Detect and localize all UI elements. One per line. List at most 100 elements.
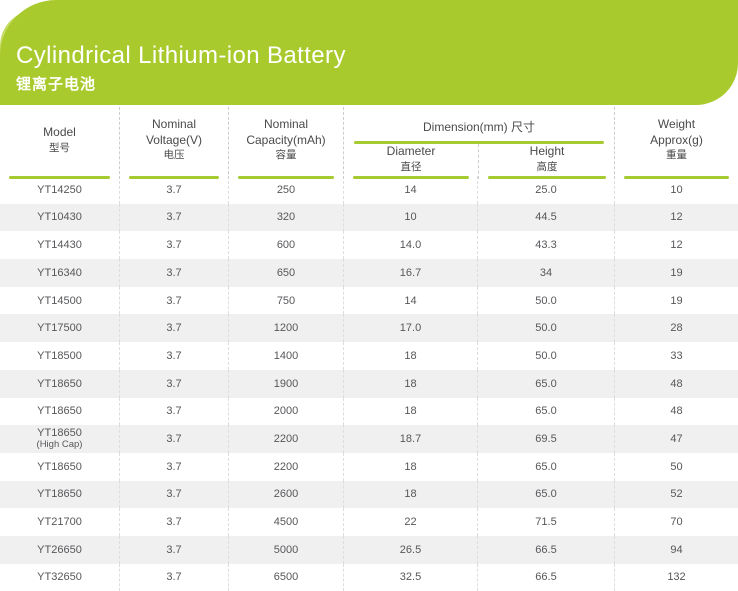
header-capacity: Nominal Capacity(mAh) 容量 [228,107,343,179]
header-weight-en2: Approx(g) [650,132,703,147]
cell-model: YT26650 [37,543,82,556]
cell-voltage: 3.7 [119,259,228,287]
table-row: YT18650 (High Cap) 3.7 2200 18.7 69.5 47 [0,425,738,453]
cell-voltage: 3.7 [119,425,228,453]
cell-diameter: 18.7 [343,425,477,453]
cell-weight: 19 [614,259,738,287]
cell-diameter: 14 [343,286,477,315]
cell-weight: 52 [614,480,738,509]
header-voltage-zh: 电压 [163,149,185,162]
banner-titles: Cylindrical Lithium-ion Battery 锂离子电池 [16,41,346,94]
page-subtitle: 锂离子电池 [16,76,97,93]
cell-capacity: 2000 [228,397,343,426]
header-weight: Weight Approx(g) 重量 [614,107,738,179]
banner: Cylindrical Lithium-ion Battery 锂离子电池 [0,0,738,105]
cell-voltage: 3.7 [119,397,228,426]
cell-capacity: 6500 [228,563,343,591]
cell-model: YT18650 [37,460,82,473]
model-note: (High Cap) [36,439,83,451]
table-row: YT21700 3.7 4500 22 71.5 70 [0,508,738,536]
cell-diameter: 14 [343,176,477,204]
cell-height: 66.5 [477,535,614,564]
cell-diameter: 18 [343,397,477,426]
cell-weight: 47 [614,425,738,453]
cell-capacity: 750 [228,286,343,315]
cell-voltage: 3.7 [119,535,228,564]
cell-height: 71.5 [477,508,614,536]
header-height-en: Height [529,144,565,158]
cell-model: YT18650 [37,405,82,418]
cell-model: YT17500 [37,322,82,335]
header-diameter: Diameter 直径 [344,144,478,179]
cell-capacity: 2600 [228,480,343,509]
header-dimension-title: Dimension(mm) 尺寸 [422,119,535,134]
cell-voltage: 3.7 [119,508,228,536]
dimension-subheaders: Diameter 直径 Height 高度 [344,144,614,179]
cell-capacity: 320 [228,203,343,232]
cell-height: 34 [477,259,614,287]
header-underline [129,175,219,179]
table-row: YT26650 3.7 5000 26.5 66.5 94 [0,535,738,564]
cell-weight: 12 [614,203,738,232]
cell-weight: 10 [614,176,738,204]
cell-height: 65.0 [477,480,614,509]
cell-voltage: 3.7 [119,452,228,481]
header-diameter-en: Diameter [386,144,436,158]
header-diameter-zh: 直径 [400,160,422,173]
cell-height: 44.5 [477,203,614,232]
cell-voltage: 3.7 [119,286,228,315]
cell-diameter: 18 [343,369,477,398]
cell-diameter: 10 [343,203,477,232]
cell-weight: 12 [614,231,738,260]
table-row: YT32650 3.7 6500 32.5 66.5 132 [0,563,738,591]
cell-capacity: 4500 [228,508,343,536]
cell-capacity: 2200 [228,425,343,453]
cell-capacity: 250 [228,176,343,204]
table-row: YT16340 3.7 650 16.7 34 19 [0,259,738,287]
header-model-en: Model [43,125,76,139]
cell-diameter: 14.0 [343,231,477,260]
table-header: Model 型号 Nominal Voltage(V) 电压 Nominal C… [0,107,738,179]
cell-model: YT18650 [37,377,82,390]
cell-weight: 19 [614,286,738,315]
cell-diameter: 18 [343,342,477,370]
cell-weight: 70 [614,508,738,536]
cell-voltage: 3.7 [119,342,228,370]
cell-capacity: 650 [228,259,343,287]
cell-weight: 132 [614,563,738,591]
table-row: YT14500 3.7 750 14 50.0 19 [0,286,738,315]
cell-capacity: 600 [228,231,343,260]
cell-capacity: 1900 [228,369,343,398]
cell-height: 65.0 [477,452,614,481]
cell-weight: 50 [614,452,738,481]
cell-voltage: 3.7 [119,314,228,343]
cell-voltage: 3.7 [119,203,228,232]
header-model: Model 型号 [0,107,119,179]
header-underline [624,175,729,179]
cell-voltage: 3.7 [119,369,228,398]
table-row: YT17500 3.7 1200 17.0 50.0 28 [0,314,738,343]
cell-diameter: 26.5 [343,535,477,564]
cell-diameter: 18 [343,480,477,509]
header-capacity-en2: Capacity(mAh) [246,132,326,147]
header-voltage: Nominal Voltage(V) 电压 [119,107,228,179]
cell-voltage: 3.7 [119,176,228,204]
header-voltage-en1: Nominal [151,117,196,132]
cell-weight: 33 [614,342,738,370]
cell-model: YT10430 [37,211,82,224]
cell-height: 69.5 [477,425,614,453]
cell-height: 50.0 [477,342,614,370]
cell-weight: 48 [614,369,738,398]
cell-diameter: 18 [343,452,477,481]
cell-height: 65.0 [477,397,614,426]
cell-model: YT32650 [37,571,82,584]
header-weight-en1: Weight [657,117,696,132]
header-height: Height 高度 [478,144,615,179]
battery-spec-table: Model 型号 Nominal Voltage(V) 电压 Nominal C… [0,107,738,591]
page-title: Cylindrical Lithium-ion Battery [16,41,346,69]
cell-model: YT21700 [37,516,82,529]
cell-diameter: 17.0 [343,314,477,343]
cell-weight: 28 [614,314,738,343]
cell-voltage: 3.7 [119,480,228,509]
